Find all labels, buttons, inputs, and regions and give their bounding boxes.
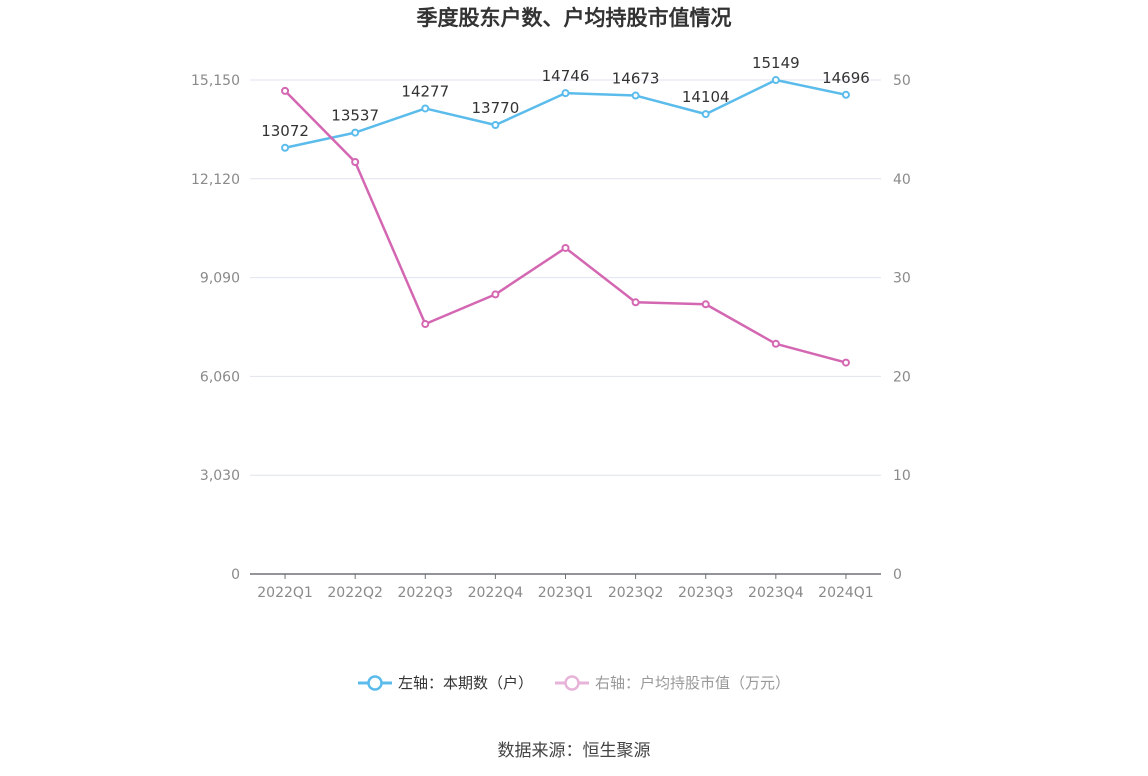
data-label: 13537 xyxy=(331,107,379,125)
x-axis-tick-label: 2022Q3 xyxy=(397,585,453,601)
data-point-left xyxy=(771,76,780,85)
x-axis-tick-label: 2024Q1 xyxy=(818,585,874,601)
data-point-left xyxy=(491,120,500,129)
x-axis-tick-label: 2023Q2 xyxy=(608,585,664,601)
data-point-left xyxy=(841,90,850,99)
source-note: 数据来源：恒生聚源 xyxy=(497,741,651,761)
x-axis-tick-label: 2022Q2 xyxy=(327,585,383,601)
left-axis-tick-label: 6,060 xyxy=(200,369,240,385)
legend-line-circle-icon xyxy=(555,674,589,691)
x-axis-tick-label: 2022Q1 xyxy=(257,585,313,601)
data-label: 13770 xyxy=(472,99,520,117)
data-point-right xyxy=(351,158,360,167)
legend: 左轴：本期数（户） 右轴：户均持股市值（万元） xyxy=(0,672,1148,693)
data-point-left xyxy=(701,110,710,119)
left-axis-tick-label: 15,150 xyxy=(191,73,240,89)
data-point-right xyxy=(561,243,570,252)
data-label: 14746 xyxy=(542,67,590,85)
left-axis-tick-label: 9,090 xyxy=(200,271,240,287)
data-point-right xyxy=(631,298,640,307)
data-point-left xyxy=(421,104,430,113)
data-point-left xyxy=(561,89,570,98)
data-point-left xyxy=(631,91,640,100)
data-label: 14696 xyxy=(822,69,870,87)
right-axis-tick-label: 20 xyxy=(893,369,911,385)
x-axis-tick-label: 2023Q3 xyxy=(678,585,734,601)
data-point-right xyxy=(491,290,500,299)
right-axis-tick-label: 0 xyxy=(893,567,902,583)
right-axis-tick-label: 10 xyxy=(893,468,911,484)
series-line-right xyxy=(284,89,847,364)
data-label: 14104 xyxy=(682,88,730,106)
left-axis-tick-label: 3,030 xyxy=(200,468,240,484)
legend-item-right-series[interactable]: 右轴：户均持股市值（万元） xyxy=(555,672,790,693)
data-point-left xyxy=(351,128,360,137)
data-point-right xyxy=(421,320,430,329)
axis-layer: 0 0 3,030 10 6,060 20 9,090 30 12,120 40 15,150 50 2… xyxy=(191,73,911,601)
data-point-right xyxy=(281,86,290,95)
left-axis-tick-label: 12,120 xyxy=(191,172,240,188)
right-axis-tick-label: 50 xyxy=(893,73,911,89)
data-point-right xyxy=(771,339,780,348)
left-axis-tick-label: 0 xyxy=(231,567,240,583)
chart-title: 季度股东户数、户均持股市值情况 xyxy=(416,6,732,30)
data-point-right xyxy=(841,358,850,367)
legend-item-left-series[interactable]: 左轴：本期数（户） xyxy=(357,672,533,693)
x-axis-tick-label: 2023Q4 xyxy=(748,585,804,601)
label-layer: 13072 13537 14277 13770 14746 14673 14104 15149… xyxy=(261,54,870,140)
legend-line-circle-icon xyxy=(357,674,392,691)
data-label: 15149 xyxy=(752,54,800,72)
data-label: 14277 xyxy=(401,82,449,100)
right-axis-tick-label: 30 xyxy=(893,271,911,287)
right-axis-tick-label: 40 xyxy=(893,172,911,188)
data-label: 13072 xyxy=(261,122,309,140)
x-axis-tick-label: 2022Q4 xyxy=(468,585,524,601)
legend-label-left-series: 左轴：本期数（户） xyxy=(397,674,533,692)
data-point-right xyxy=(701,300,710,309)
legend-label-right-series: 右轴：户均持股市值（万元） xyxy=(595,674,791,692)
grid-layer xyxy=(250,79,881,476)
data-label: 14673 xyxy=(612,70,660,88)
data-point-left xyxy=(281,143,290,152)
x-axis-tick-label: 2023Q1 xyxy=(538,585,594,601)
series-layer xyxy=(281,76,850,367)
